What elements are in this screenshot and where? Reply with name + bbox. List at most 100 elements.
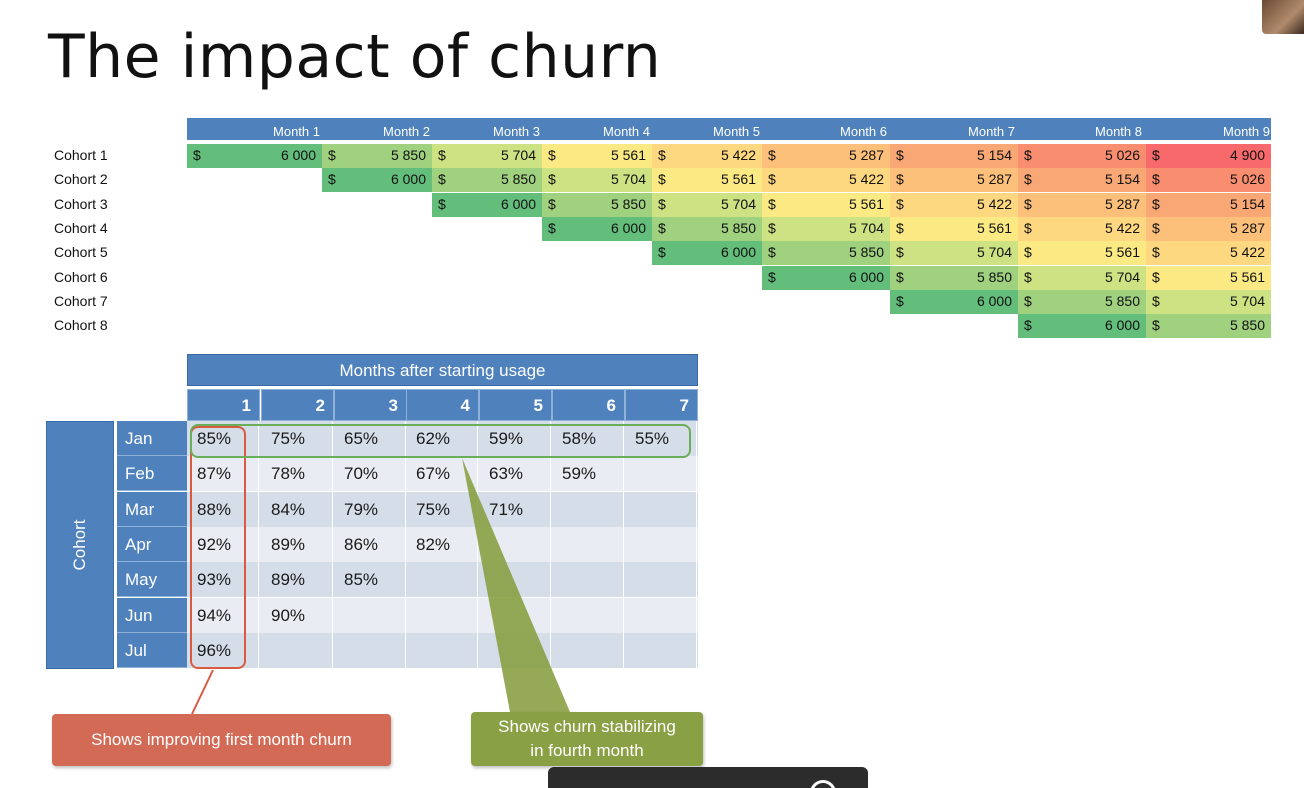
retention-value bbox=[552, 491, 624, 527]
retention-value bbox=[552, 597, 624, 633]
revenue-value: 5 850 bbox=[1104, 292, 1140, 309]
revenue-cell: $5 026 bbox=[1146, 168, 1271, 193]
revenue-value: 5 704 bbox=[848, 219, 884, 236]
currency-symbol: $ bbox=[896, 219, 904, 236]
retention-value: 65% bbox=[334, 421, 406, 456]
retention-column-header: 1 bbox=[187, 389, 260, 421]
retention-value bbox=[479, 562, 551, 598]
revenue-value: 5 704 bbox=[1229, 292, 1265, 309]
revenue-cell: $6 000 bbox=[322, 168, 432, 193]
retention-value: 79% bbox=[334, 491, 406, 527]
revenue-value: 5 422 bbox=[1229, 244, 1265, 261]
revenue-value: 6 000 bbox=[610, 219, 646, 236]
currency-symbol: $ bbox=[658, 171, 666, 188]
revenue-value: 6 000 bbox=[280, 147, 316, 163]
revenue-value: 5 026 bbox=[1229, 171, 1265, 188]
player-control-bar[interactable] bbox=[548, 767, 868, 788]
revenue-cell: $5 154 bbox=[890, 144, 1018, 168]
cohort-month-label: Mar bbox=[117, 491, 187, 527]
revenue-cell: $4 900 bbox=[1146, 144, 1271, 168]
revenue-cell: $5 422 bbox=[890, 192, 1018, 217]
stabilizing-callout-line1: Shows churn stabilizing bbox=[498, 717, 676, 736]
first-month-callout: Shows improving first month churn bbox=[52, 714, 391, 766]
stabilizing-callout-line2: in fourth month bbox=[530, 741, 644, 760]
retention-value bbox=[625, 597, 697, 633]
revenue-value: 5 704 bbox=[500, 147, 536, 163]
revenue-cohort-label: Cohort 1 bbox=[54, 147, 108, 163]
currency-symbol: $ bbox=[896, 244, 904, 261]
retention-row: 96% bbox=[187, 632, 698, 668]
revenue-cell: $6 000 bbox=[542, 216, 652, 241]
revenue-month-header: Month 5 bbox=[713, 124, 760, 139]
green-callout-pointer bbox=[462, 458, 570, 712]
currency-symbol: $ bbox=[896, 195, 904, 212]
stabilizing-callout: Shows churn stabilizing in fourth month bbox=[471, 712, 703, 766]
revenue-value: 5 850 bbox=[610, 195, 646, 212]
revenue-value: 5 704 bbox=[720, 195, 756, 212]
revenue-cell: $5 850 bbox=[762, 241, 890, 266]
webcam-thumbnail bbox=[1262, 0, 1304, 34]
slide-title: The impact of churn bbox=[48, 22, 662, 92]
retention-value: 71% bbox=[479, 491, 551, 527]
currency-symbol: $ bbox=[438, 147, 446, 163]
revenue-cell: $5 850 bbox=[322, 144, 432, 168]
retention-value bbox=[625, 562, 697, 598]
currency-symbol: $ bbox=[896, 171, 904, 188]
revenue-cell: $6 000 bbox=[432, 192, 542, 217]
retention-value: 94% bbox=[187, 597, 259, 633]
revenue-cell: $6 000 bbox=[652, 241, 762, 266]
revenue-value: 6 000 bbox=[976, 292, 1012, 309]
revenue-cell: $5 850 bbox=[1146, 314, 1271, 339]
revenue-value: 5 704 bbox=[610, 171, 646, 188]
revenue-value: 5 287 bbox=[976, 171, 1012, 188]
currency-symbol: $ bbox=[1152, 244, 1160, 261]
currency-symbol: $ bbox=[896, 292, 904, 309]
jan-row-highlight bbox=[190, 424, 691, 458]
revenue-cell: $5 561 bbox=[890, 216, 1018, 241]
retention-value: 89% bbox=[261, 526, 333, 562]
revenue-cell: $5 287 bbox=[1018, 192, 1146, 217]
currency-symbol: $ bbox=[1152, 195, 1160, 212]
revenue-value: 5 154 bbox=[1104, 171, 1140, 188]
revenue-value: 6 000 bbox=[848, 268, 884, 285]
cohort-month-label: Feb bbox=[117, 456, 187, 492]
revenue-cell: $6 000 bbox=[762, 265, 890, 290]
currency-symbol: $ bbox=[193, 147, 201, 163]
revenue-cohort-label: Cohort 7 bbox=[54, 292, 108, 309]
revenue-value: 5 561 bbox=[610, 147, 646, 163]
retention-column-header: 2 bbox=[261, 389, 334, 421]
retention-value: 89% bbox=[261, 562, 333, 598]
retention-value bbox=[479, 632, 551, 668]
retention-value bbox=[261, 632, 333, 668]
retention-value bbox=[406, 597, 478, 633]
revenue-month-header: Month 4 bbox=[603, 124, 650, 139]
currency-symbol: $ bbox=[548, 147, 556, 163]
currency-symbol: $ bbox=[1024, 147, 1032, 163]
revenue-cell: $5 561 bbox=[542, 144, 652, 168]
retention-value: 75% bbox=[261, 421, 333, 456]
revenue-value: 5 287 bbox=[1104, 195, 1140, 212]
revenue-month-header: Month 8 bbox=[1095, 124, 1142, 139]
retention-value: 92% bbox=[187, 526, 259, 562]
revenue-cell: $5 287 bbox=[762, 144, 890, 168]
currency-symbol: $ bbox=[896, 268, 904, 285]
retention-table-title: Months after starting usage bbox=[187, 354, 698, 386]
retention-value: 58% bbox=[552, 421, 624, 456]
revenue-cohort-label: Cohort 5 bbox=[54, 244, 108, 261]
retention-value bbox=[625, 491, 697, 527]
revenue-cohort-label: Cohort 4 bbox=[54, 219, 108, 236]
retention-value bbox=[406, 632, 478, 668]
currency-symbol: $ bbox=[438, 195, 446, 212]
revenue-value: 5 287 bbox=[848, 147, 884, 163]
currency-symbol: $ bbox=[658, 244, 666, 261]
revenue-cell: $6 000 bbox=[187, 144, 322, 168]
revenue-value: 5 704 bbox=[976, 244, 1012, 261]
currency-symbol: $ bbox=[1024, 244, 1032, 261]
revenue-cell: $5 287 bbox=[890, 168, 1018, 193]
revenue-cell: $5 154 bbox=[1018, 168, 1146, 193]
cohort-month-label: Jul bbox=[117, 632, 187, 668]
retention-value: 90% bbox=[261, 597, 333, 633]
retention-value: 62% bbox=[406, 421, 478, 456]
revenue-cell: $5 850 bbox=[1018, 289, 1146, 314]
